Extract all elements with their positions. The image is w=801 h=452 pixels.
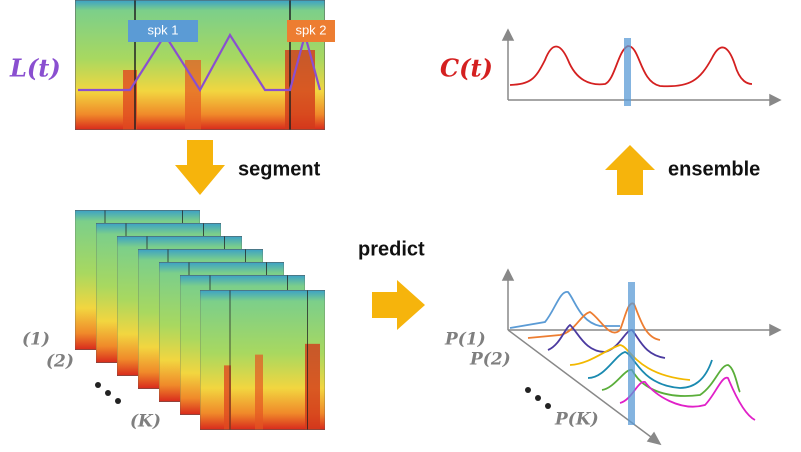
- segment-index: (K): [130, 412, 161, 432]
- ellipsis: [525, 387, 551, 409]
- spectrogram: [75, 0, 325, 130]
- arrow: [175, 140, 225, 195]
- time-marker: [624, 38, 631, 106]
- segment: [200, 290, 325, 430]
- segment-index: (1): [22, 330, 50, 350]
- left-label: L(t): [9, 54, 61, 83]
- diagram: spk 1 spk 2 L(t) segment (1) (2) (K) pre…: [0, 0, 801, 452]
- speaker-tag: spk 1: [147, 22, 178, 37]
- combined-label: C(t): [440, 54, 493, 83]
- arrow: [372, 280, 425, 330]
- prediction-label: P(K): [554, 410, 599, 430]
- segment-index: (2): [46, 352, 74, 372]
- ellipsis: [95, 382, 121, 404]
- axes: [503, 270, 780, 444]
- predict-label: predict: [358, 238, 425, 260]
- arrow: [605, 145, 655, 195]
- prediction-label: P(2): [469, 350, 511, 370]
- ensemble-label: ensemble: [668, 158, 760, 180]
- speaker-tag: spk 2: [295, 22, 326, 37]
- time-marker: [628, 282, 635, 425]
- segment-label: segment: [238, 158, 321, 180]
- segment-stack: [75, 210, 325, 430]
- prediction-label: P(1): [444, 330, 486, 350]
